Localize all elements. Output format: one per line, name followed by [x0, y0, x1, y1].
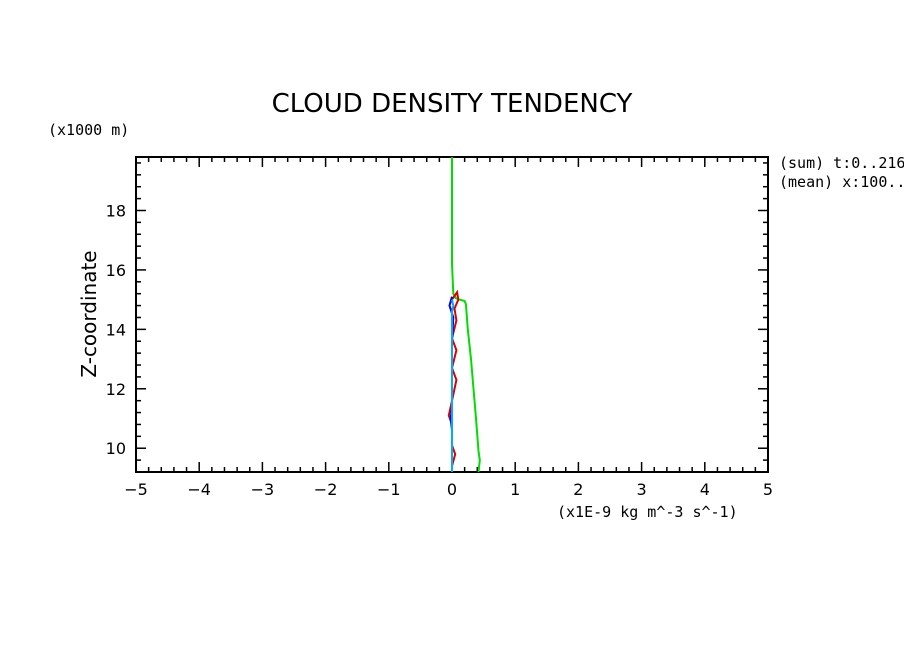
annotation-x-mean: (mean) x:100..4 — [779, 173, 904, 191]
series-line — [451, 157, 481, 473]
x-tick-label: 4 — [700, 480, 710, 499]
x-tick-label: −5 — [124, 480, 148, 499]
x-tick-label: 2 — [573, 480, 583, 499]
chart-title: CLOUD DENSITY TENDENCY — [272, 89, 633, 119]
y-tick-label: 14 — [106, 320, 126, 339]
x-tick-label: −1 — [377, 480, 401, 499]
x-tick-label: 5 — [763, 480, 773, 499]
x-tick-label: 3 — [637, 480, 647, 499]
y-axis-label: Z-coordinate — [77, 250, 101, 377]
x-unit-label: (x1E-9 kg m^-3 s^-1) — [557, 503, 738, 521]
series-line — [451, 299, 455, 472]
annotation-time-sum: (sum) t:0..2160 — [779, 154, 904, 172]
series-line — [447, 289, 460, 472]
x-tick-label: 1 — [510, 480, 520, 499]
x-tick-label: −2 — [314, 480, 338, 499]
x-tick-label: 0 — [447, 480, 457, 499]
axis-ticks — [135, 157, 769, 473]
y-tick-label: 12 — [106, 380, 126, 399]
y-tick-label: 10 — [106, 439, 126, 458]
y-tick-label: 18 — [106, 201, 126, 220]
y-tick-label: 16 — [106, 261, 126, 280]
series-lines — [447, 157, 481, 473]
x-tick-label: −3 — [251, 480, 275, 499]
y-unit-label: (x1000 m) — [48, 121, 129, 139]
x-tick-label: −4 — [187, 480, 211, 499]
